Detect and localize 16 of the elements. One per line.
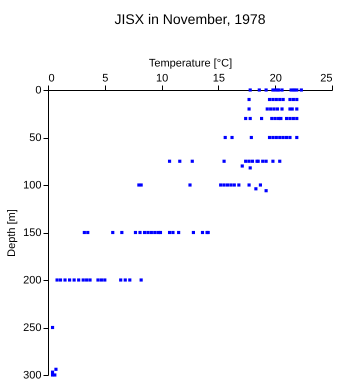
y-tick-label: 200 [23,274,42,286]
x-axis-title: Temperature [°C] [148,58,232,70]
y-tick-label: 100 [23,180,42,192]
x-tick-label: 15 [212,72,226,84]
chart-title: JISX in November, 1978 [114,11,266,27]
x-tick-label: 0 [48,72,55,84]
y-tick-label: 300 [23,370,42,382]
y-tick-label: 150 [23,227,42,239]
y-tick-label: 250 [23,322,42,334]
y-tick-label: 50 [29,132,42,144]
y-tick-label: 0 [35,84,42,96]
x-tick-label: 25 [320,72,332,84]
x-tick-label: 5 [102,72,108,84]
y-axis-title: Depth [m] [6,209,18,257]
x-tick-label: 20 [270,72,282,84]
x-tick-label: 10 [156,72,168,84]
